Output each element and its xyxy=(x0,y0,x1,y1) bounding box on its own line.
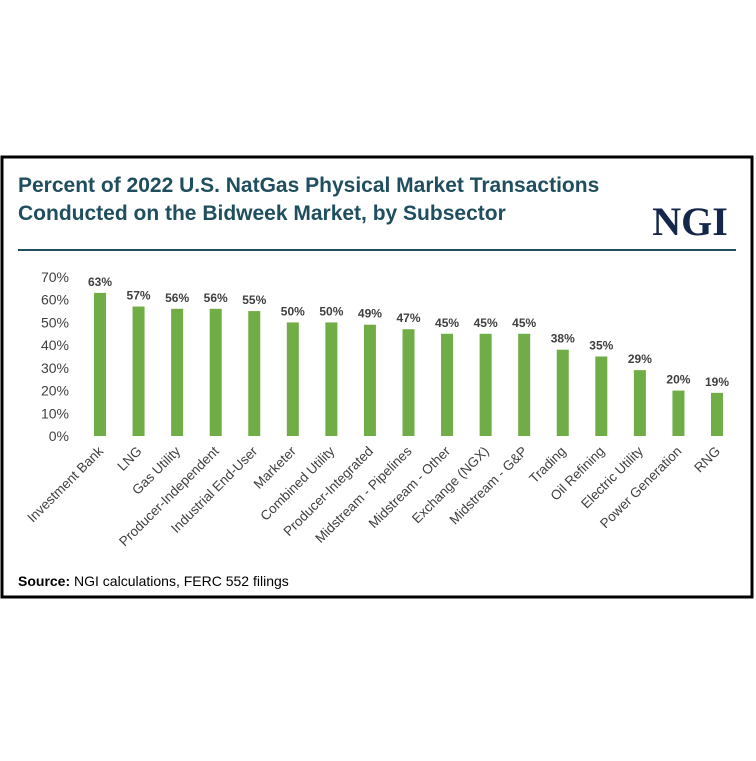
value-label: 63% xyxy=(88,275,112,289)
bar xyxy=(171,308,184,436)
source-text: NGI calculations, FERC 552 filings xyxy=(74,573,289,589)
y-tick-label: 30% xyxy=(41,360,69,376)
value-label: 38% xyxy=(551,332,575,346)
y-tick-label: 60% xyxy=(41,292,69,308)
logo: NGI xyxy=(652,199,728,244)
value-label: 45% xyxy=(512,316,536,330)
y-tick-label: 20% xyxy=(41,383,69,399)
value-label: 29% xyxy=(628,352,652,366)
y-tick-label: 10% xyxy=(41,405,69,421)
value-label: 50% xyxy=(319,304,343,318)
source-label: Source: xyxy=(18,573,70,589)
y-tick-label: 40% xyxy=(41,337,69,353)
title-line: Percent of 2022 U.S. NatGas Physical Mar… xyxy=(18,174,599,197)
bar xyxy=(248,311,261,436)
bar xyxy=(595,356,608,436)
bar xyxy=(518,333,531,436)
value-label: 45% xyxy=(474,316,498,330)
bar xyxy=(286,322,299,436)
bar xyxy=(479,333,492,436)
frame xyxy=(0,155,754,599)
title-line: Conducted on the Bidweek Market, by Subs… xyxy=(18,202,506,225)
bar xyxy=(132,306,145,436)
bar xyxy=(441,333,454,436)
value-label: 55% xyxy=(242,293,266,307)
bar xyxy=(402,329,415,436)
bar xyxy=(209,308,222,436)
chart-title: Percent of 2022 U.S. NatGas Physical Mar… xyxy=(18,174,599,225)
bar xyxy=(711,392,723,436)
bar xyxy=(556,349,569,436)
bar xyxy=(325,322,338,436)
value-label: 56% xyxy=(204,291,228,305)
y-tick-label: 70% xyxy=(41,269,69,285)
y-tick-label: 0% xyxy=(49,428,69,444)
value-label: 57% xyxy=(127,289,151,303)
value-label: 19% xyxy=(705,375,729,389)
bar xyxy=(633,370,646,436)
value-label: 56% xyxy=(165,291,189,305)
value-label: 50% xyxy=(281,304,305,318)
value-label: 35% xyxy=(589,339,613,353)
source: Source: NGI calculations, FERC 552 filin… xyxy=(18,573,289,589)
value-label: 49% xyxy=(358,307,382,321)
bar xyxy=(94,292,106,436)
value-label: 47% xyxy=(396,311,420,325)
bar xyxy=(363,324,376,436)
bar xyxy=(672,390,685,436)
y-tick-label: 50% xyxy=(41,314,69,330)
value-label: 20% xyxy=(666,373,690,387)
value-label: 45% xyxy=(435,316,459,330)
